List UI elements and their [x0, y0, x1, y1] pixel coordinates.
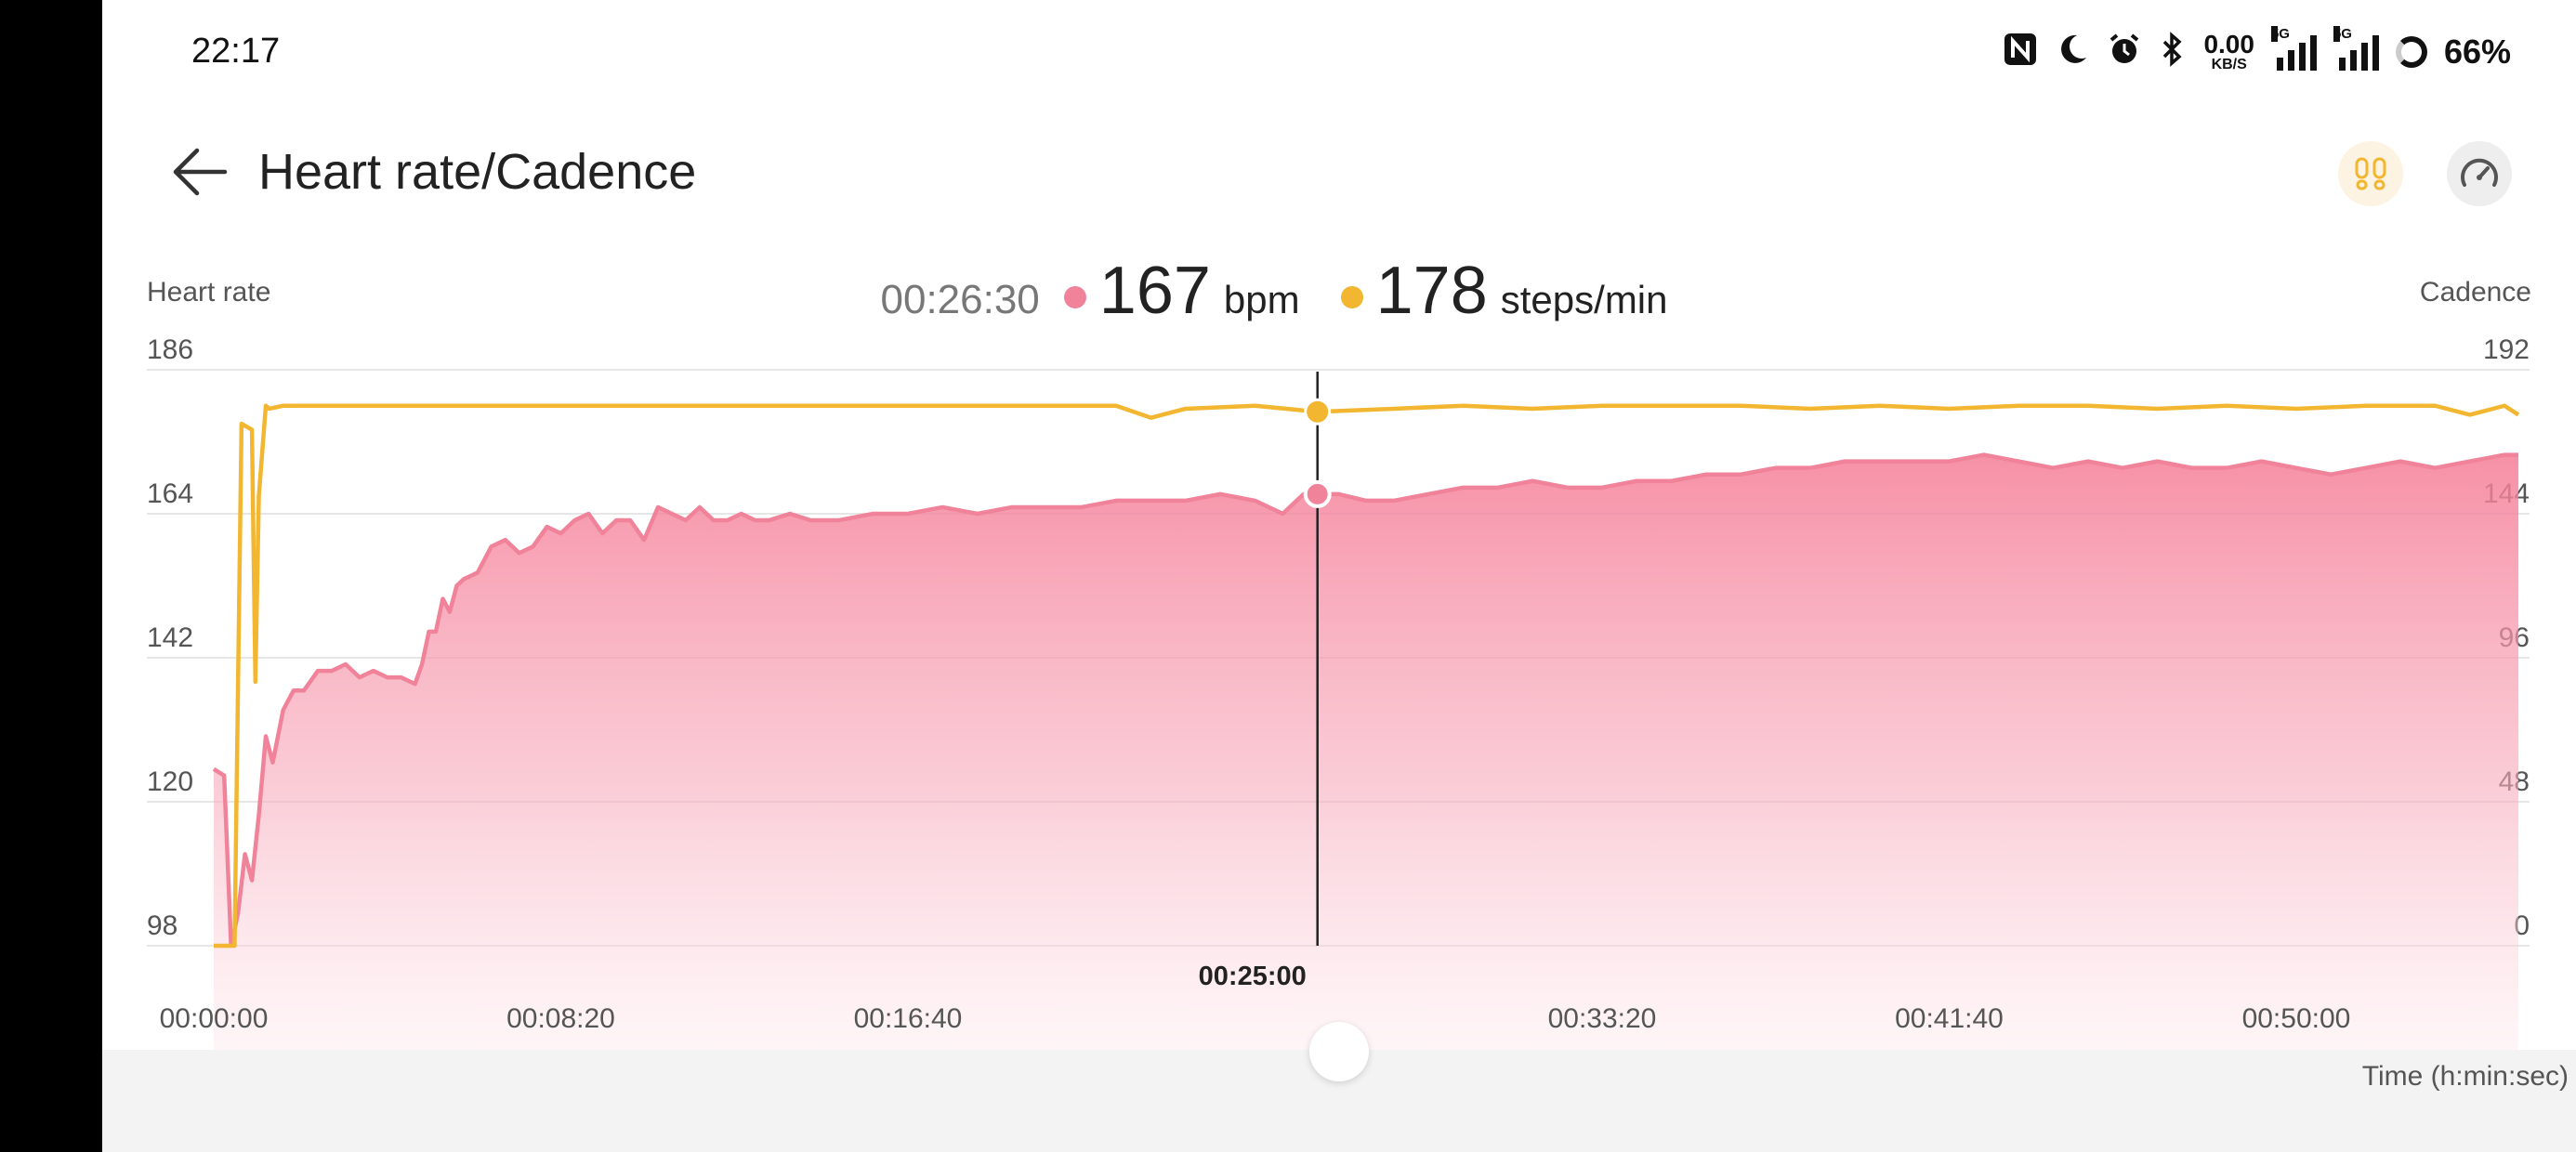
bluetooth-icon: [2159, 31, 2187, 73]
gauge-button[interactable]: [2447, 141, 2512, 206]
gauge-icon: [2461, 158, 2498, 187]
readout-heart-rate-unit: bpm: [1223, 278, 1300, 321]
left-axis-tick: 98: [147, 910, 177, 941]
header: Heart rate/Cadence: [102, 121, 2576, 223]
battery-level: 66%: [2443, 33, 2511, 71]
cadence-dot-icon: [1340, 286, 1363, 308]
time-slider-knob[interactable]: [1309, 1022, 1369, 1081]
cadence-line: [214, 403, 2520, 949]
right-axis-title: Cadence: [2419, 277, 2531, 308]
network-speed: 0.00 KB/S: [2203, 30, 2254, 72]
battery-ring-icon: [2395, 36, 2427, 68]
alarm-icon: [2107, 32, 2142, 73]
page-title: Heart rate/Cadence: [258, 144, 697, 200]
readout-time: 00:26:30: [880, 277, 1040, 322]
readout-cadence: 178: [1375, 254, 1488, 328]
x-axis-tick: 00:41:40: [1895, 1003, 2004, 1034]
cursor-readout: 00:26:30 167 bpm 178 steps/min: [0, 253, 2576, 329]
readout-heart-rate: 167: [1098, 254, 1211, 328]
footprints-icon: [2355, 157, 2386, 190]
left-axis-tick: 120: [147, 766, 193, 797]
left-axis-title: Heart rate: [147, 277, 271, 308]
right-axis-tick: 192: [2483, 334, 2530, 365]
heart-rate-area: [214, 454, 2518, 1050]
x-axis-tick: 00:00:00: [160, 1003, 269, 1034]
x-axis-tick: 00:16:40: [854, 1003, 963, 1034]
readout-cadence-unit: steps/min: [1500, 278, 1668, 321]
x-axis-title: Time (h:min:sec): [2361, 1061, 2569, 1092]
cursor-cadence-point: [1304, 398, 1332, 425]
cursor-heart-rate-point: [1303, 479, 1332, 508]
nfc-icon: [2003, 32, 2038, 73]
left-axis-tick: 142: [147, 622, 193, 653]
left-axis-tick: 186: [147, 334, 193, 365]
status-icons: 0.00 KB/S 5G 5G 66%: [2003, 26, 2511, 78]
left-axis-tick: 164: [147, 478, 193, 509]
x-axis-tick: 00:50:00: [2242, 1003, 2351, 1034]
x-axis-tick: 00:33:20: [1548, 1003, 1657, 1034]
status-bar: 22:17 0.00 KB/S 5G 5G 66%: [102, 0, 2576, 104]
status-time: 22:17: [191, 32, 281, 71]
back-arrow-icon[interactable]: [169, 141, 230, 203]
left-black-edge: [0, 0, 102, 1152]
heart-rate-dot-icon: [1063, 286, 1086, 308]
heart-rate-line: [212, 452, 2518, 949]
x-axis-tick: 00:08:20: [506, 1003, 615, 1034]
moon-icon: [2055, 32, 2090, 73]
footprints-button[interactable]: [2338, 141, 2403, 206]
cursor-time-label: 00:25:00: [1199, 962, 1307, 991]
